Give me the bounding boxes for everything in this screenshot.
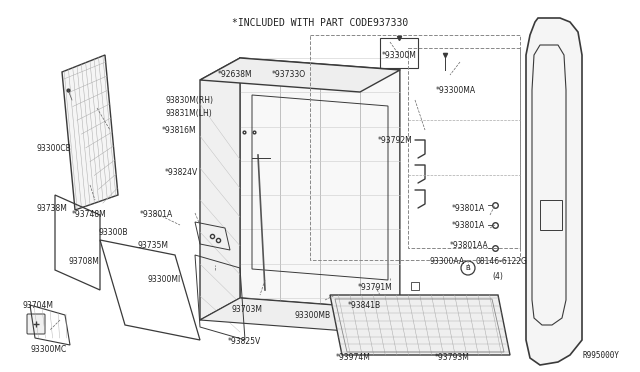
Text: *93791M: *93791M (358, 283, 393, 292)
Bar (230, 120, 268, 150)
Polygon shape (526, 18, 582, 365)
Text: (4): (4) (492, 272, 503, 280)
Text: 08146-6122G: 08146-6122G (476, 257, 528, 266)
Text: *INCLUDED WITH PART CODE937330: *INCLUDED WITH PART CODE937330 (232, 18, 408, 28)
Text: 93300AA: 93300AA (430, 257, 465, 266)
Text: *93792M: *93792M (378, 135, 413, 144)
Bar (371, 274, 379, 282)
Text: 93300B: 93300B (98, 228, 127, 237)
Text: *93825V: *93825V (228, 337, 261, 346)
Text: 93738M: 93738M (36, 203, 67, 212)
Text: 93703M: 93703M (232, 305, 263, 314)
Text: *93824V: *93824V (165, 167, 198, 176)
Polygon shape (200, 58, 240, 320)
Polygon shape (62, 55, 118, 210)
Text: *93974M: *93974M (336, 353, 371, 362)
Text: 93704M: 93704M (22, 301, 53, 310)
Text: 93300MC: 93300MC (30, 346, 67, 355)
Text: *93801A: *93801A (452, 221, 485, 230)
Text: 93831M(LH): 93831M(LH) (165, 109, 212, 118)
Text: 93830M(RH): 93830M(RH) (165, 96, 213, 105)
Text: 93300MB: 93300MB (295, 311, 331, 320)
Polygon shape (200, 298, 400, 332)
Text: *92638M: *92638M (218, 70, 253, 78)
Text: B: B (466, 265, 470, 271)
Text: *93300M: *93300M (382, 51, 417, 60)
Text: 93300CB: 93300CB (36, 144, 71, 153)
Text: *93801A: *93801A (452, 203, 485, 212)
Polygon shape (240, 58, 400, 310)
Text: *93841B: *93841B (348, 301, 381, 310)
Text: 93300MI: 93300MI (148, 276, 181, 285)
Text: *93793M: *93793M (435, 353, 470, 362)
Text: *93801AA: *93801AA (450, 241, 489, 250)
Text: *93748M: *93748M (72, 209, 107, 218)
Bar (411, 282, 419, 290)
Text: *93300MA: *93300MA (436, 86, 476, 94)
Text: R995000Y: R995000Y (583, 351, 620, 360)
Bar (391, 278, 399, 286)
FancyBboxPatch shape (27, 314, 45, 334)
Text: 93735M: 93735M (138, 241, 169, 250)
Text: 93708M: 93708M (68, 257, 99, 266)
Polygon shape (200, 58, 400, 92)
Polygon shape (330, 295, 510, 355)
Text: *93733O: *93733O (272, 70, 306, 78)
Text: *93816M: *93816M (162, 125, 196, 135)
Text: *93801A: *93801A (140, 209, 173, 218)
